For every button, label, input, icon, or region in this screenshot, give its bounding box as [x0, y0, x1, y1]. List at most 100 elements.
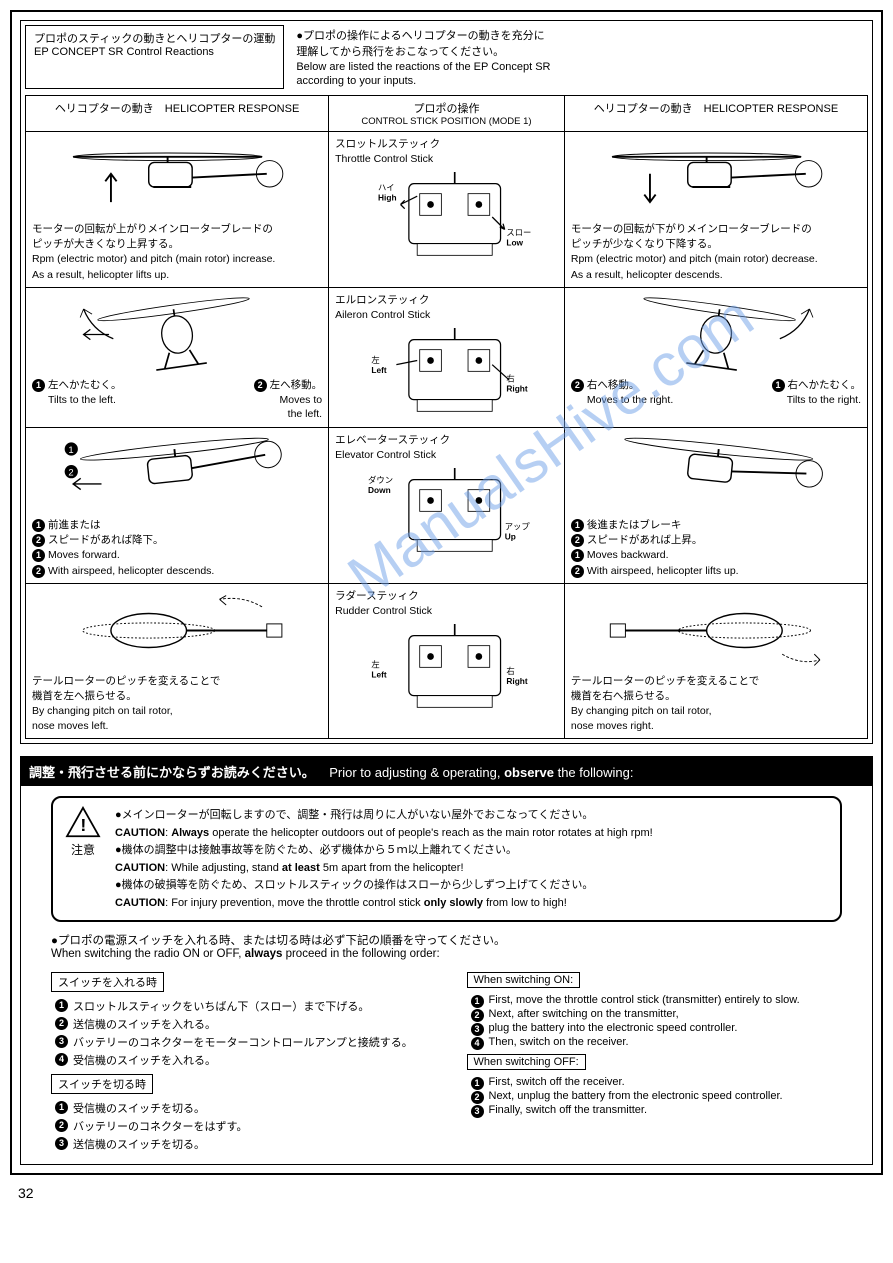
- r4-l-jp1: テールローターのピッチを変えることで: [32, 674, 322, 688]
- intro-en1: Below are listed the reactions of the EP…: [296, 61, 868, 73]
- procedure-columns: スイッチを入れる時 1スロットルスティックをいちばん下（スロー）まで下げる。 2…: [51, 968, 842, 1154]
- r3-l-n2jp: スピードがあれば降下。: [48, 534, 164, 546]
- heli-front-right-icon: [571, 292, 861, 377]
- manual-page: ManualsHive.com プロポのスティックの動きとヘリコプターの運動 E…: [10, 10, 883, 1175]
- row-rudder: テールローターのピッチを変えることで 機首を左へ振らせる。 By changin…: [26, 583, 868, 739]
- heli-side-back-icon: [571, 432, 861, 517]
- heli-side-fwd-icon: 1 2: [32, 432, 322, 517]
- en-on-2: Next, after switching on the transmitter…: [489, 1008, 679, 1020]
- proc-intro-en: When switching the radio ON or OFF, alwa…: [51, 948, 842, 960]
- r3-r-n2jp: スピードがあれば上昇。: [587, 534, 703, 546]
- en-on-1: First, move the throttle control stick (…: [489, 994, 800, 1006]
- r2-stick-jp: エルロンステッィク: [335, 293, 558, 307]
- r1-l-jp2: ピッチが大きくなり上昇する。: [32, 237, 322, 251]
- label-low-jp: スロー: [506, 228, 531, 238]
- reactions-table: ヘリコプターの動き HELICOPTER RESPONSE プロポの操作 CON…: [25, 95, 868, 739]
- title-box: プロポのスティックの動きとヘリコプターの運動 EP CONCEPT SR Con…: [25, 25, 284, 89]
- bar-en: Prior to adjusting & operating, observe …: [329, 765, 633, 780]
- proc-en-on-head: When switching ON:: [467, 972, 581, 988]
- transmitter-aileron-icon: 左 Left 右 Right: [335, 323, 558, 423]
- en-off-1: First, switch off the receiver.: [489, 1076, 625, 1088]
- r2-r-n1en: Tilts to the right.: [772, 393, 862, 407]
- r3-stick-jp: エレベーターステッィク: [335, 433, 558, 447]
- r1-l-en2: As a result, helicopter lifts up.: [32, 268, 322, 282]
- page-number: 32: [18, 1185, 893, 1201]
- caution-2-jp: ●機体の破損等を防ぐため、スロットルスティックの操作はスローから少しずつ上げてく…: [115, 877, 830, 894]
- r4-stick-en: Rudder Control Stick: [335, 604, 558, 618]
- intro-text: ●プロポの操作によるヘリコプターの動きを充分に 理解してから飛行をおこなってくだ…: [296, 25, 868, 89]
- caution-body: ●メインローターが回転しますので、調整・飛行は周りに人がいない屋外でおこなってく…: [115, 806, 830, 912]
- jp-on-3: バッテリーのコネクターをモーターコントロールアンプと接続する。: [73, 1037, 413, 1049]
- label-left-jp-2: 左: [371, 659, 379, 669]
- proc-jp-off-list: 1受信機のスイッチを切る。 2バッテリーのコネクターをはずす。 3送信機のスイッ…: [51, 1100, 427, 1152]
- proc-col-en: When switching ON: 1First, move the thro…: [467, 968, 843, 1154]
- r3-stick-en: Elevator Control Stick: [335, 448, 558, 462]
- caution-label: 注意: [63, 841, 103, 858]
- label-low-en: Low: [506, 238, 523, 248]
- caution-icon-block: ! 注意: [63, 806, 103, 912]
- section-heading-bar: 調整・飛行させる前にかならずお読みください。 Prior to adjustin…: [21, 757, 872, 786]
- control-reactions-section: プロポのスティックの動きとヘリコプターの運動 EP CONCEPT SR Con…: [20, 20, 873, 744]
- warning-triangle-icon: !: [65, 806, 101, 838]
- proc-jp-on-list: 1スロットルスティックをいちばん下（スロー）まで下げる。 2送信機のスイッチを入…: [51, 998, 427, 1068]
- r2-r-n2jp: 右へ移動。: [587, 379, 640, 391]
- title-en: EP CONCEPT SR Control Reactions: [34, 46, 275, 58]
- svg-text:1: 1: [68, 445, 73, 456]
- r3-l-n1jp: 前進または: [48, 519, 101, 531]
- svg-text:!: !: [80, 815, 86, 835]
- label-left-en-2: Left: [371, 669, 386, 679]
- label-up-jp: アップ: [505, 522, 531, 532]
- r1-l-en1: Rpm (electric motor) and pitch (main rot…: [32, 252, 322, 266]
- r1-r-jp2: ピッチが少なくなり下降する。: [571, 237, 861, 251]
- transmitter-rudder-icon: 左 Left 右 Right: [335, 619, 558, 719]
- procedure-intro: ●プロポの電源スイッチを入れる時、または切る時は必ず下記の順番を守ってください。…: [51, 932, 842, 960]
- intro-en2: according to your inputs.: [296, 75, 868, 87]
- proc-en-on-list: 1First, move the throttle control stick …: [467, 994, 843, 1048]
- label-high-en: High: [378, 193, 397, 203]
- label-left-en: Left: [371, 365, 386, 375]
- transmitter-elevator-icon: ダウン Down アップ Up: [335, 463, 558, 563]
- th-mid-jp: プロポの操作: [335, 100, 558, 116]
- r1-r-en1: Rpm (electric motor) and pitch (main rot…: [571, 252, 861, 266]
- heli-side-down-icon: [571, 136, 861, 221]
- heli-side-up-icon: [32, 136, 322, 221]
- section-header-row: プロポのスティックの動きとヘリコプターの運動 EP CONCEPT SR Con…: [25, 25, 868, 89]
- jp-on-1: スロットルスティックをいちばん下（スロー）まで下げる。: [73, 1001, 369, 1013]
- proc-col-jp: スイッチを入れる時 1スロットルスティックをいちばん下（スロー）まで下げる。 2…: [51, 968, 427, 1154]
- th-mid: プロポの操作 CONTROL STICK POSITION (MODE 1): [329, 96, 565, 132]
- label-right-jp: 右: [506, 373, 514, 383]
- row-aileron: 1左へかたむく。 Tilts to the left. 2左へ移動。 Moves…: [26, 287, 868, 427]
- label-right-en-2: Right: [506, 676, 528, 686]
- label-right-jp-2: 右: [506, 666, 514, 676]
- caution-0-en: CAUTION: Always operate the helicopter o…: [115, 825, 830, 842]
- r1-r-jp1: モーターの回転が下がりメインローターブレードの: [571, 222, 861, 236]
- en-on-3: plug the battery into the electronic spe…: [489, 1022, 738, 1034]
- r2-l-n2jp: 左へ移動。: [270, 379, 323, 391]
- r2-l-n1en: Tilts to the left.: [32, 393, 122, 407]
- transmitter-throttle-icon: ハイ High スロー Low: [335, 167, 558, 267]
- r1-l-jp1: モーターの回転が上がりメインローターブレードの: [32, 222, 322, 236]
- r4-stick-jp: ラダーステッィク: [335, 589, 558, 603]
- svg-text:2: 2: [68, 467, 73, 478]
- r4-r-jp2: 機首を右へ振らせる。: [571, 689, 861, 703]
- proc-jp-off-head: スイッチを切る時: [51, 1074, 153, 1094]
- jp-off-3: 送信機のスイッチを切る。: [73, 1139, 205, 1151]
- en-off-3: Finally, switch off the transmitter.: [489, 1104, 648, 1116]
- r1-r-en2: As a result, helicopter descends.: [571, 268, 861, 282]
- label-right-en: Right: [506, 383, 528, 393]
- jp-off-2: バッテリーのコネクターをはずす。: [73, 1121, 247, 1133]
- caution-box: ! 注意 ●メインローターが回転しますので、調整・飛行は周りに人がいない屋外でお…: [51, 796, 842, 922]
- r2-l-n1jp: 左へかたむく。: [48, 379, 122, 391]
- r1-stick-en: Throttle Control Stick: [335, 152, 558, 166]
- label-high-jp: ハイ: [378, 183, 395, 193]
- r4-l-en2: nose moves left.: [32, 719, 322, 733]
- en-on-4: Then, switch on the receiver.: [489, 1036, 629, 1048]
- proc-en-off-head: When switching OFF:: [467, 1054, 586, 1070]
- th-right: ヘリコプターの動き HELICOPTER RESPONSE: [564, 96, 867, 132]
- r4-r-en1: By changing pitch on tail rotor,: [571, 704, 861, 718]
- row-elevator: 1 2 1前進または 2スピードがあれば降下。 1Moves forward. …: [26, 428, 868, 584]
- heli-front-left-icon: [32, 292, 322, 377]
- r3-r-n1en: Moves backward.: [587, 549, 669, 561]
- r3-r-n2en: With airspeed, helicopter lifts up.: [587, 565, 739, 577]
- caution-1-en: CAUTION: While adjusting, stand at least…: [115, 860, 830, 877]
